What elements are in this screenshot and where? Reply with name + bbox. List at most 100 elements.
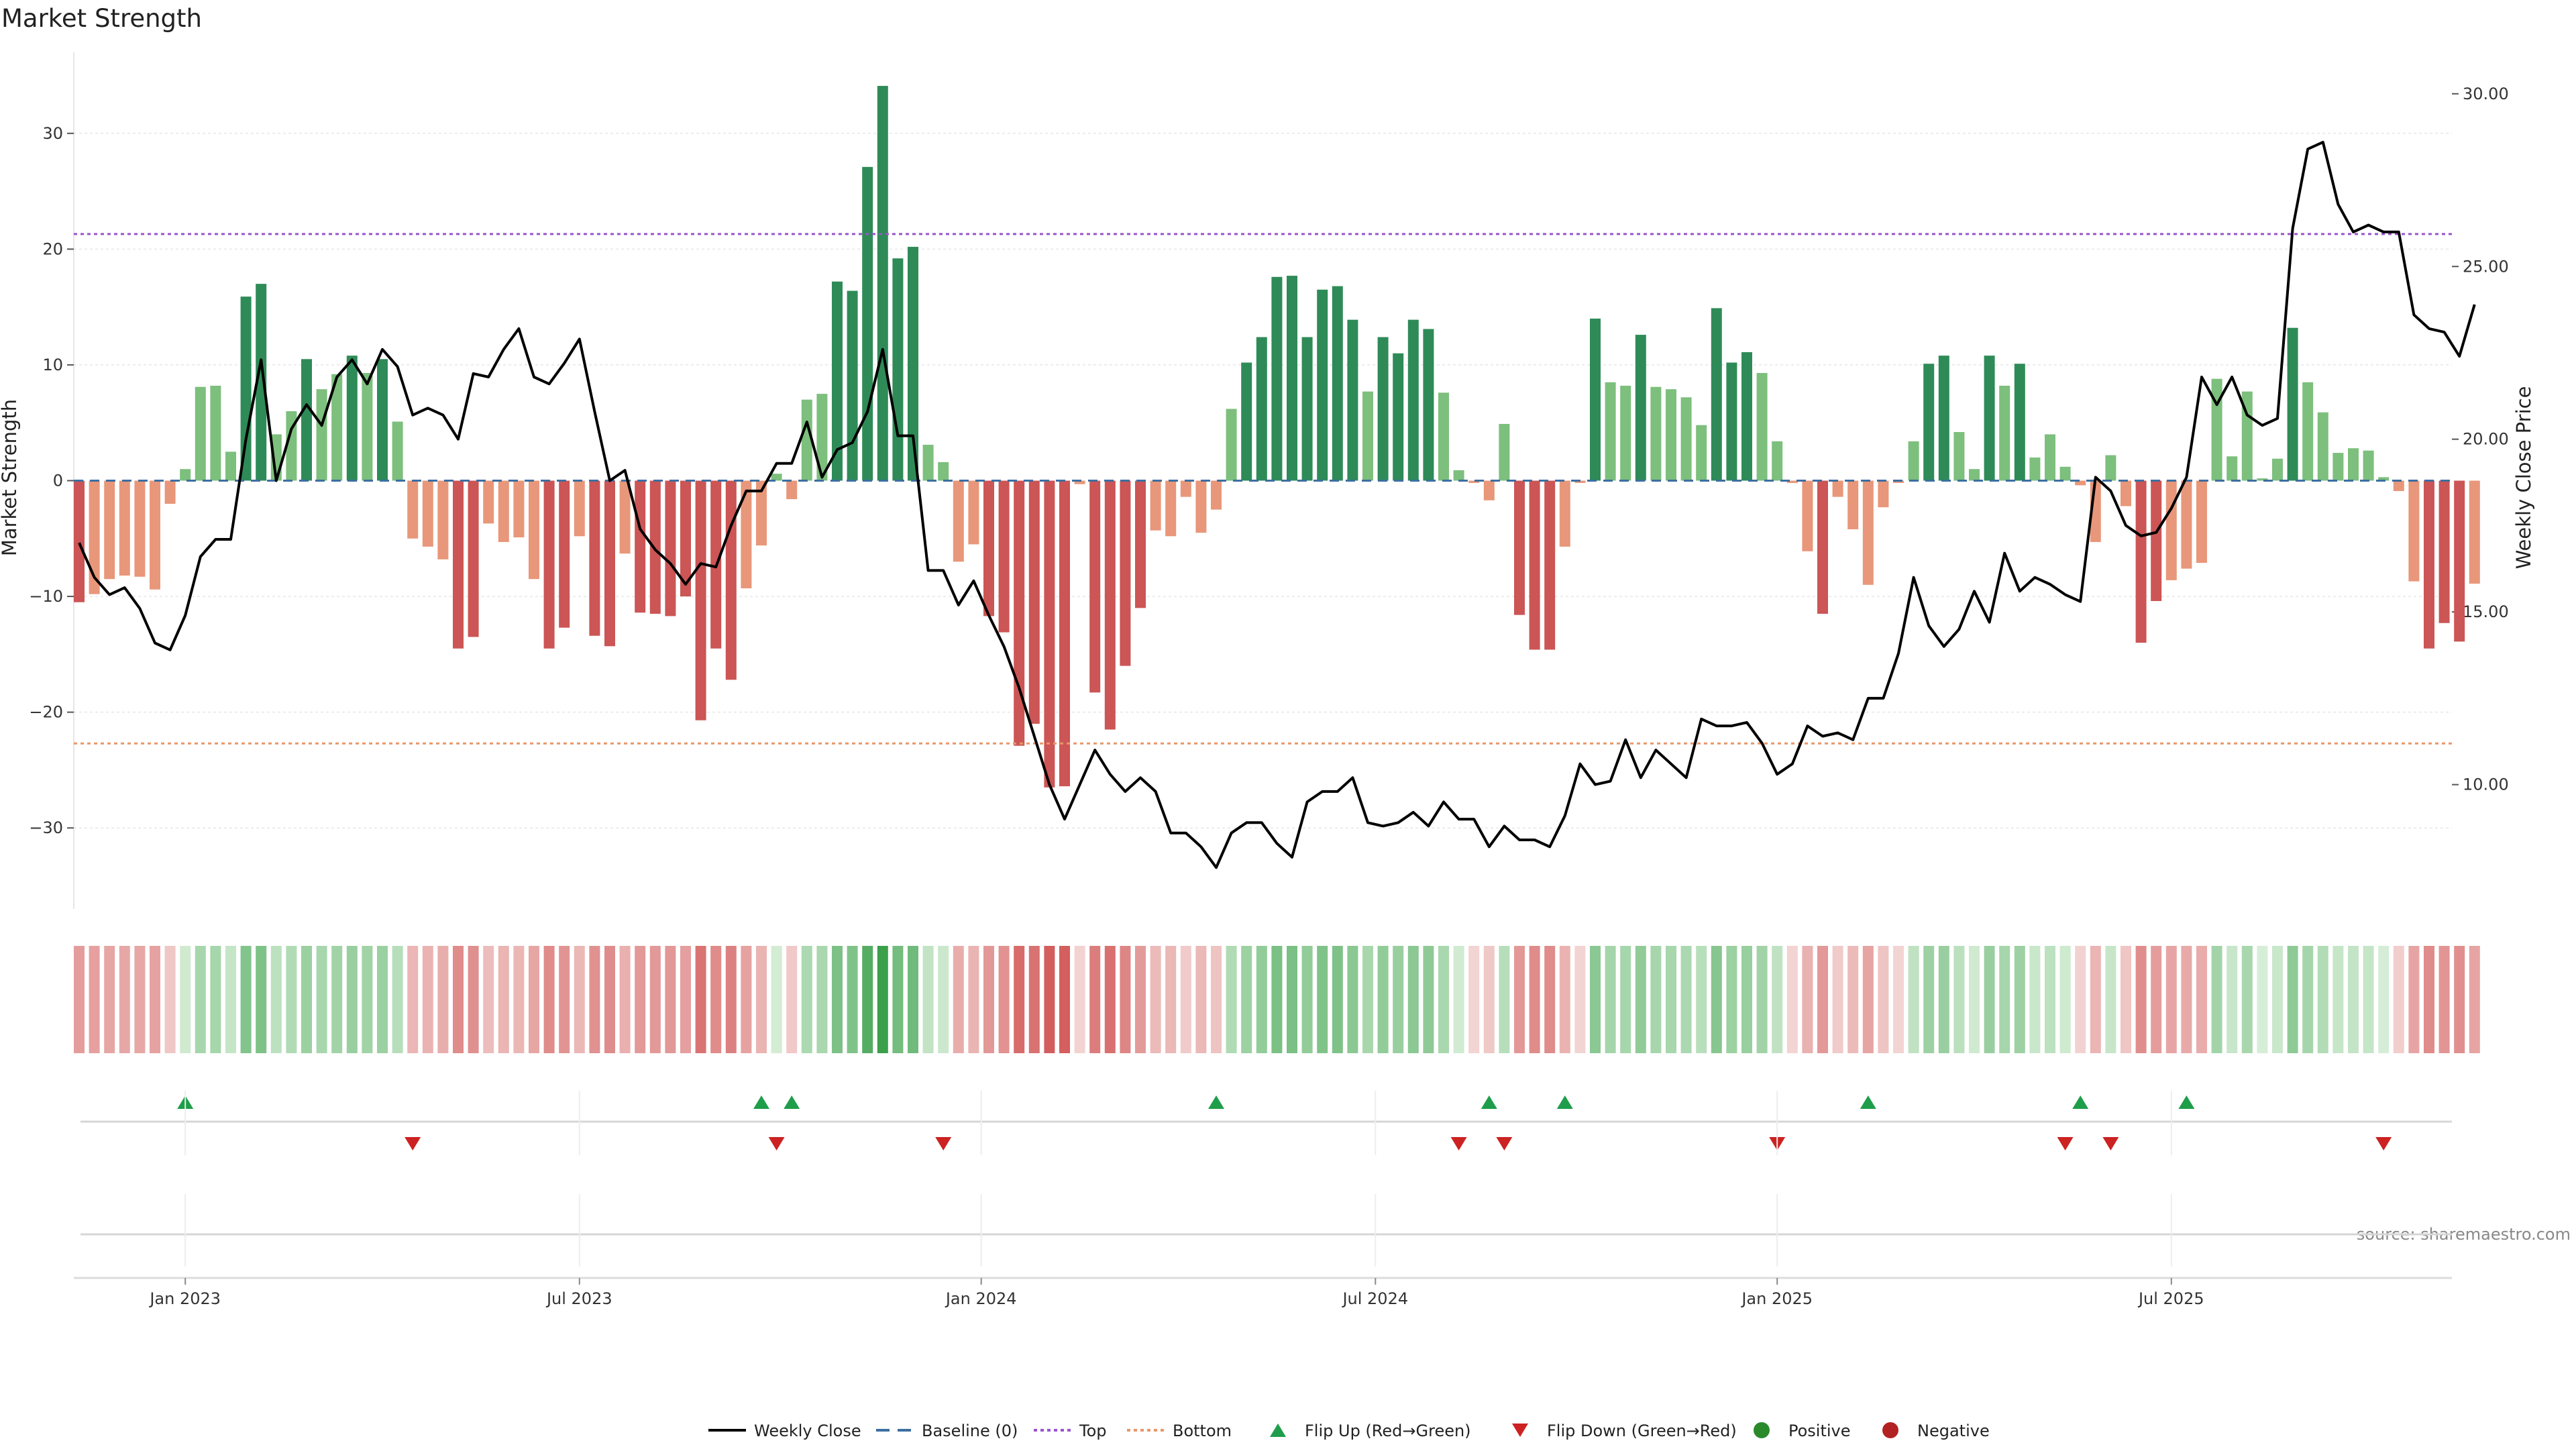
strength-bar <box>1301 337 1313 481</box>
strength-bar <box>1999 385 2010 481</box>
heat-cell <box>1817 946 1828 1053</box>
strength-bar <box>1241 362 1252 481</box>
heat-cell <box>1635 946 1646 1053</box>
heat-cell <box>1514 946 1525 1053</box>
strength-bar <box>1847 480 1859 529</box>
weekly-close-line <box>78 140 2476 869</box>
strength-bar <box>1802 480 1813 551</box>
flip-down-marker <box>768 1137 785 1150</box>
heat-cell <box>604 946 615 1053</box>
heat-cell <box>1499 946 1510 1053</box>
strength-bar <box>1468 480 1480 483</box>
strength-bar <box>256 284 267 481</box>
strength-bar <box>574 480 585 537</box>
heat-cell <box>2121 946 2131 1053</box>
strength-bar <box>2363 450 2374 481</box>
heat-cell <box>1953 946 1965 1053</box>
heat-cell <box>1878 946 1889 1053</box>
weekly-close-line-group <box>78 140 2476 869</box>
heat-cell <box>983 946 994 1053</box>
heat-cell <box>74 946 85 1053</box>
strength-bar <box>1908 441 1919 481</box>
strength-bar <box>468 480 479 637</box>
heat-cell <box>1847 946 1859 1053</box>
strength-bar <box>2181 480 2192 569</box>
heat-cell <box>847 946 858 1053</box>
strength-bar <box>983 480 994 616</box>
legend-label: Flip Down (Green→Red) <box>1547 1421 1737 1440</box>
heat-cell <box>589 946 600 1053</box>
strength-bar <box>1150 480 1161 531</box>
x-tick-label: Jan 2025 <box>1740 1289 1813 1308</box>
strength-bar <box>801 399 812 481</box>
heat-cell <box>104 946 115 1053</box>
strength-bar <box>1180 480 1191 497</box>
strength-bar <box>104 480 115 580</box>
legend-swatch-flip-up <box>1270 1424 1286 1437</box>
heat-cell <box>559 946 570 1053</box>
heat-cell <box>968 946 979 1053</box>
y-left-tick-label: 30 <box>42 124 63 143</box>
heat-cell <box>362 946 373 1053</box>
heat-cell <box>1862 946 1874 1053</box>
y-axis-left-label: Market Strength <box>0 399 21 556</box>
strength-bar <box>680 480 691 597</box>
heat-cell <box>2424 946 2434 1053</box>
strength-bar <box>877 86 888 481</box>
heat-cell <box>256 946 267 1053</box>
y-right-tick-label: 25.00 <box>2463 257 2509 276</box>
heat-cell <box>1226 946 1237 1053</box>
heat-cell <box>134 946 146 1053</box>
heat-cell <box>2348 946 2359 1053</box>
heat-cell <box>2363 946 2374 1053</box>
legend-item: Flip Up (Red→Green) <box>1270 1421 1471 1440</box>
strength-bar <box>1893 480 1904 483</box>
heat-cell <box>2014 946 2025 1053</box>
heat-cell <box>2257 946 2268 1053</box>
y-left-tick-label: −10 <box>29 587 63 606</box>
heat-cell <box>2211 946 2222 1053</box>
strength-bar <box>2424 480 2434 649</box>
heat-cell <box>1574 946 1586 1053</box>
strength-bars <box>74 86 2480 788</box>
heat-cell <box>2165 946 2177 1053</box>
y-left-tick-label: −30 <box>29 818 63 837</box>
strength-bar <box>513 480 525 538</box>
strength-bar <box>695 480 706 720</box>
heat-cell <box>801 946 812 1053</box>
heat-cell <box>513 946 525 1053</box>
legend-label: Negative <box>1917 1421 1990 1440</box>
heat-cell <box>665 946 676 1053</box>
strength-bar <box>892 258 904 481</box>
heat-cell <box>210 946 221 1053</box>
y-left-tick-label: −20 <box>29 703 63 722</box>
heat-cell <box>1044 946 1055 1053</box>
strength-bar <box>2257 478 2268 481</box>
strength-bar <box>1590 318 1601 481</box>
heat-cell <box>1590 946 1601 1053</box>
heat-cell <box>2181 946 2192 1053</box>
strength-bar <box>1089 480 1101 693</box>
strength-bar <box>134 480 146 577</box>
heat-cell <box>1468 946 1480 1053</box>
reference-lines <box>74 233 2452 745</box>
strength-bar <box>2075 480 2086 486</box>
heat-cell <box>164 946 176 1053</box>
legend-item: Bottom <box>1127 1421 1232 1440</box>
heat-cell <box>1287 946 1297 1053</box>
strength-bar <box>377 359 388 481</box>
heat-cell <box>816 946 828 1053</box>
strength-bar <box>1666 389 1676 481</box>
heat-cell <box>862 946 873 1053</box>
heat-cell <box>1271 946 1283 1053</box>
strength-bar <box>1377 337 1389 481</box>
heat-cell <box>574 946 585 1053</box>
strength-bar <box>2469 480 2480 584</box>
heat-cell <box>2393 946 2404 1053</box>
heat-cell <box>1772 946 1783 1053</box>
legend-item: Top <box>1034 1421 1107 1440</box>
strength-bar <box>286 411 297 481</box>
heat-cell <box>2272 946 2283 1053</box>
heat-cell <box>1832 946 1843 1053</box>
heat-cell <box>2378 946 2390 1053</box>
